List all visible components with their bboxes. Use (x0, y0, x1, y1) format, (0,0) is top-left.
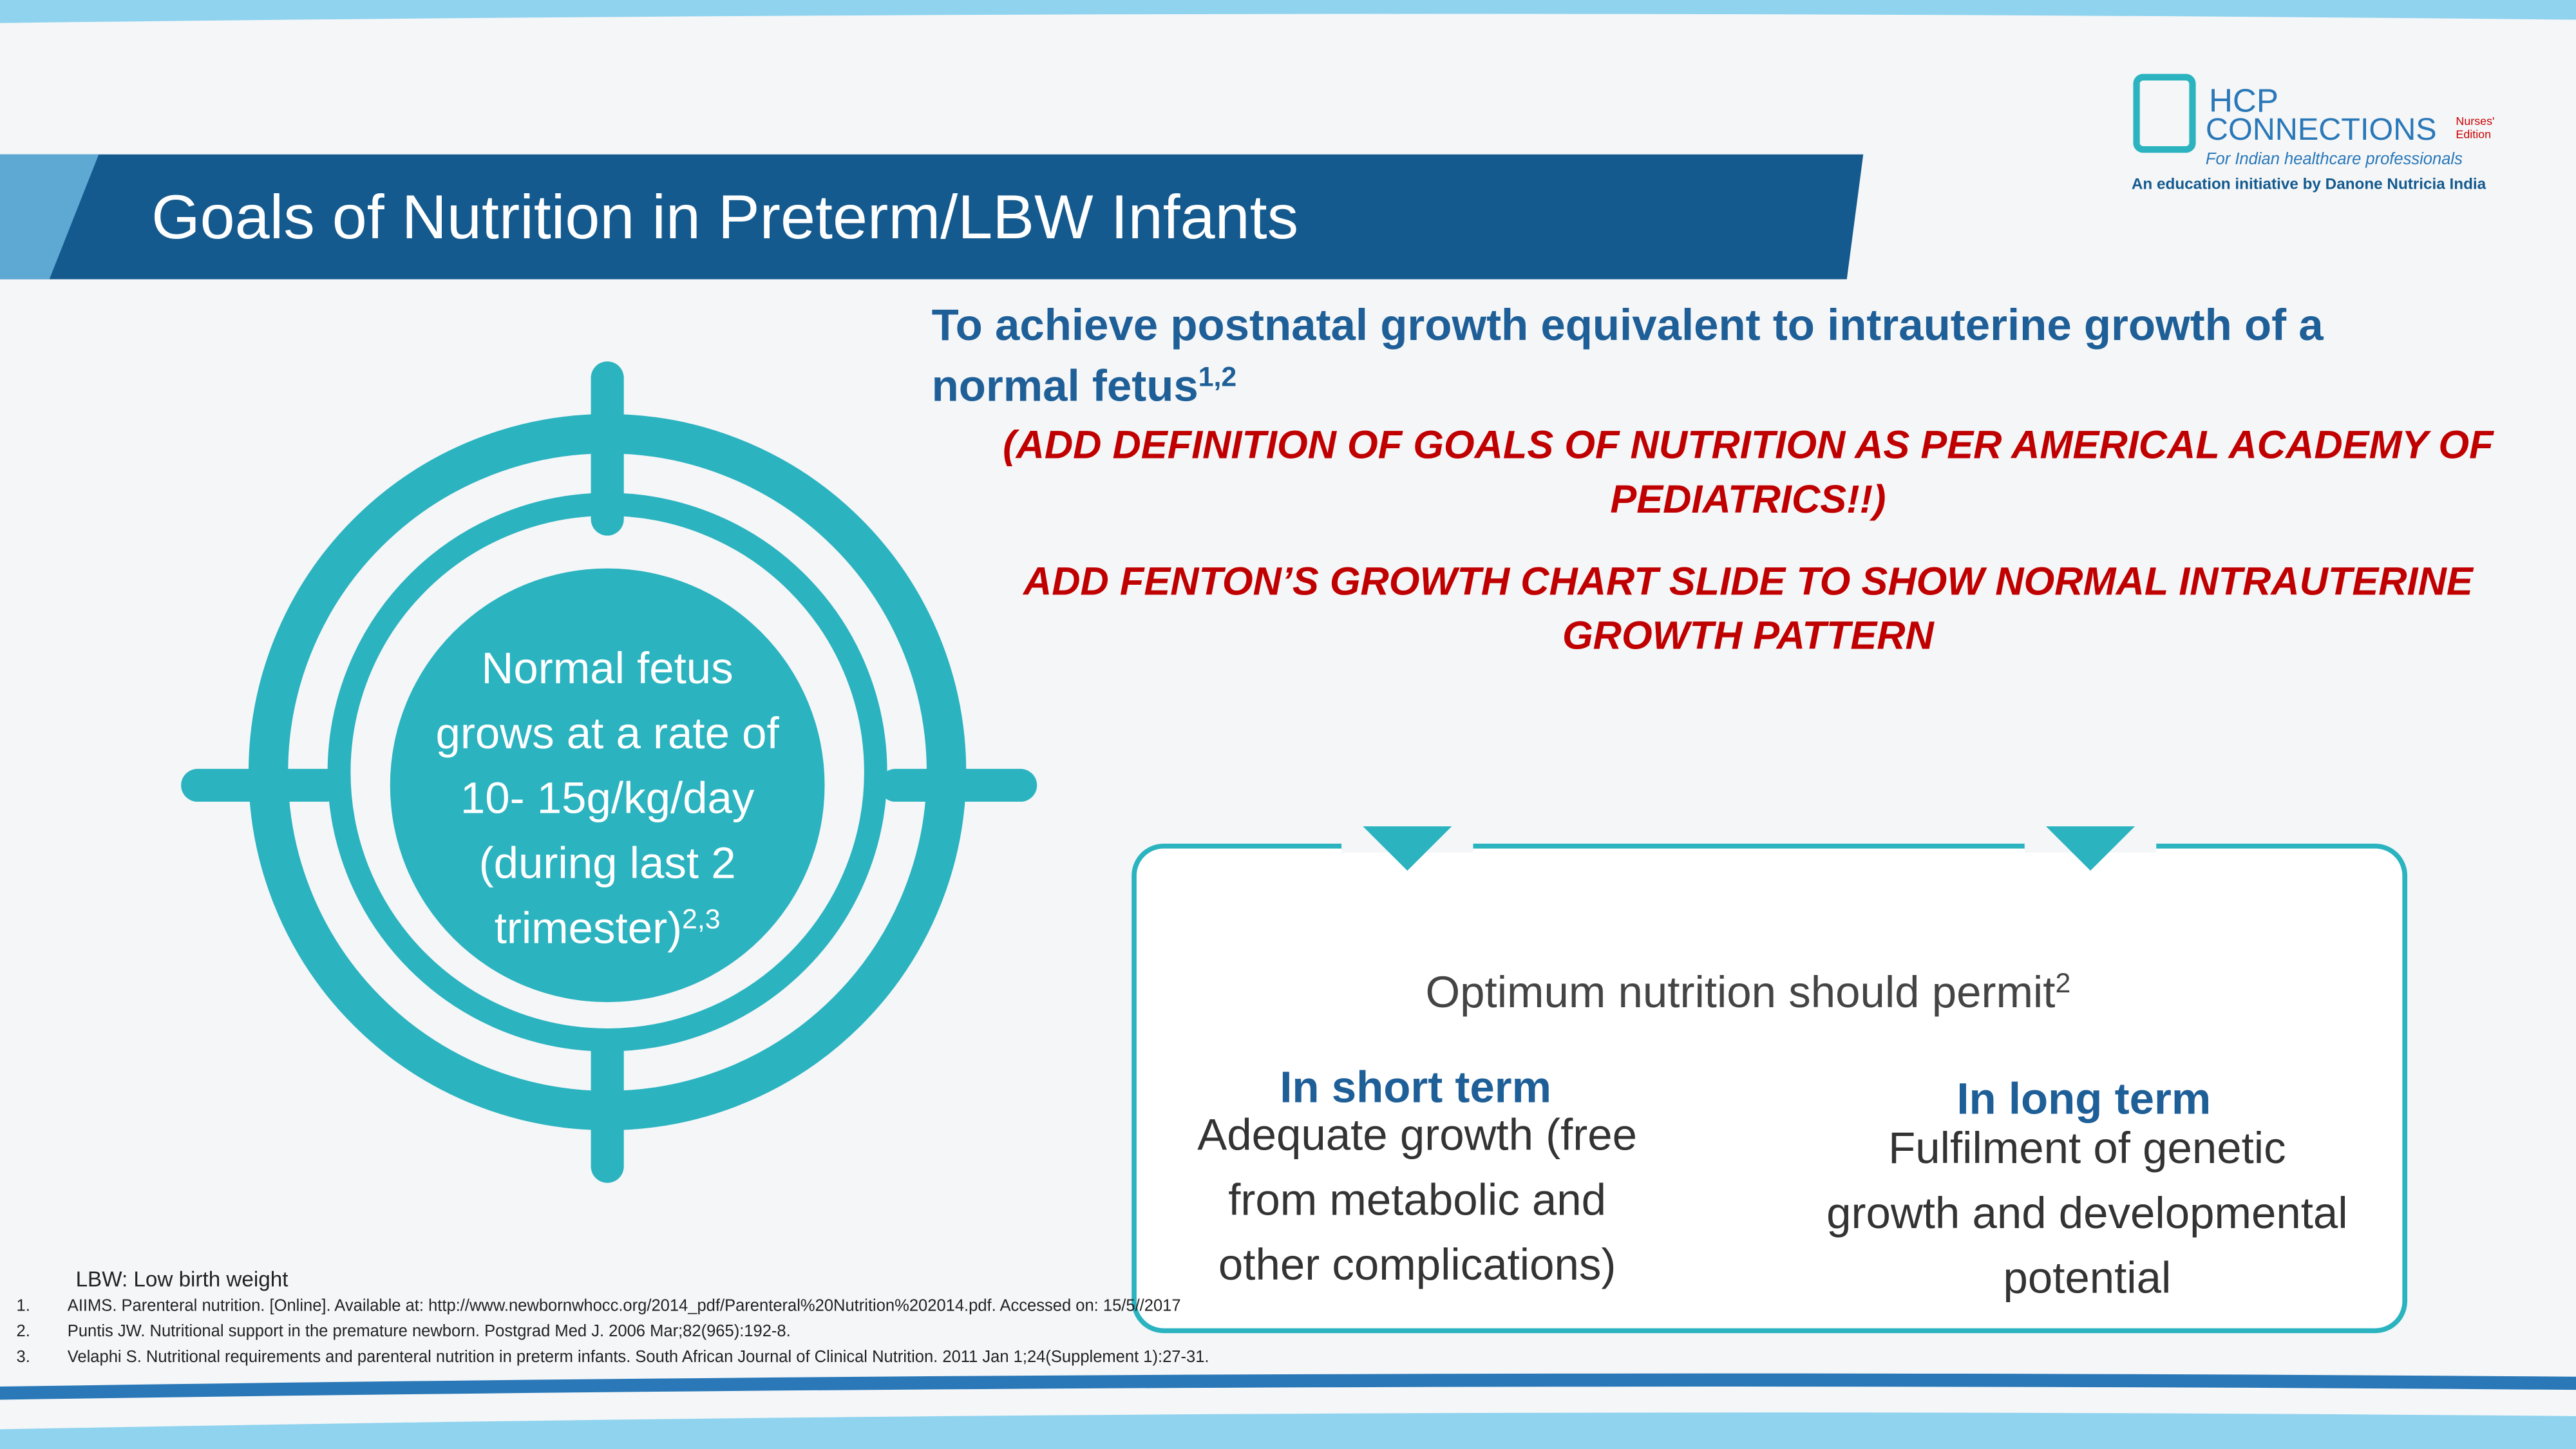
target-text: Normal fetus grows at a rate of 10- 15g/kg… (436, 643, 780, 952)
target-line: grows at a rate of (436, 708, 780, 758)
target-line: 10- 15g/kg/day (460, 773, 755, 823)
box-text: Optimum nutrition should permit2 In short… (1197, 967, 2347, 1303)
goal-line: normal fetus1,2 (932, 361, 1237, 411)
goal: To achieve postnatal growth equivalent t… (932, 300, 2324, 410)
note-line: ADD FENTON’S GROWTH CHART SLIDE TO SHOW … (1022, 560, 2474, 603)
target-line: (during last 2 (479, 838, 736, 888)
term-line: Adequate growth (free (1197, 1110, 1637, 1160)
target-line: Normal fetus (482, 643, 734, 693)
reference-text: Puntis JW. Nutritional support in the pr… (68, 1322, 791, 1340)
goal-line: To achieve postnatal growth equivalent t… (932, 300, 2324, 350)
slide-title: Goals of Nutrition in Preterm/LBW Infant… (151, 182, 1298, 252)
permit-box (1132, 826, 2408, 1334)
reference-number: 2. (17, 1322, 30, 1340)
box-notch (1363, 826, 1452, 871)
bottom-stripe (0, 1412, 2576, 1449)
target-graphic (181, 361, 1037, 1183)
note-line: (ADD DEFINITION OF GOALS OF NUTRITION AS… (1003, 423, 2494, 467)
logo-brand: HCP (2209, 82, 2278, 119)
target-line: trimester)2,3 (495, 903, 721, 952)
term-line: Fulfilment of genetic (1888, 1123, 2286, 1173)
target-line: trimester) (495, 903, 682, 952)
box-notch (2045, 826, 2136, 871)
note-line: ADD FENTON’S GROWTH CHART SLIDE TO SHOW … (1022, 560, 2474, 603)
note-line: GROWTH PATTERN (1562, 614, 1935, 658)
term-line: Fulfilment of genetic (1888, 1123, 2286, 1173)
notes: (ADD DEFINITION OF GOALS OF NUTRITION AS… (1003, 423, 2494, 658)
term-line: from metabolic and (1228, 1175, 1606, 1225)
term-title: In long term (1956, 1074, 2211, 1124)
logo-edition: Edition (2456, 128, 2491, 140)
term-line: growth and developmental (1826, 1188, 2347, 1238)
term-line: other complications) (1218, 1240, 1616, 1289)
reference-number: 3. (17, 1348, 30, 1366)
superscript: 2,3 (682, 904, 720, 934)
reference-number: 1. (17, 1297, 30, 1315)
term-title: In short term (1280, 1063, 1551, 1112)
reference-text: Velaphi S. Nutritional requirements and … (68, 1348, 1209, 1366)
term-line: potential (2003, 1253, 2171, 1303)
goal-line: normal fetus (932, 361, 1198, 411)
box-frame (1132, 843, 2408, 1334)
term-line: potential (2003, 1253, 2171, 1303)
term-line: other complications) (1218, 1240, 1616, 1289)
logo-edition: Nurses' (2456, 115, 2494, 128)
banner-accent (0, 154, 99, 279)
note-line: PEDIATRICS!!) (1610, 477, 1886, 521)
note-line: (ADD DEFINITION OF GOALS OF NUTRITION AS… (1003, 423, 2494, 467)
center-disc (390, 568, 825, 1003)
abbreviation: LBW: Low birth weight (76, 1267, 289, 1291)
logo-icon (2133, 73, 2196, 153)
superscript: 1,2 (1198, 362, 1236, 393)
term-line: from metabolic and (1228, 1175, 1606, 1225)
logo: HCP CONNECTIONS Nurses' Edition For Indi… (2132, 73, 2494, 193)
references: 1. AIIMS. Parenteral nutrition. [Online].… (17, 1297, 1209, 1366)
top-stripe (0, 0, 2576, 23)
box-heading: Optimum nutrition should permit (1425, 967, 2055, 1017)
term-line: Adequate growth (free (1197, 1110, 1637, 1160)
bottom-line (0, 1373, 2576, 1400)
box-heading: Optimum nutrition should permit2 (1425, 967, 2070, 1017)
logo-tagline: For Indian healthcare professionals (2206, 150, 2463, 168)
logo-brand: CONNECTIONS (2206, 112, 2437, 147)
target-line: (during last 2 (479, 838, 736, 888)
superscript: 2 (2055, 968, 2070, 999)
title-banner (0, 154, 1864, 279)
note-line: PEDIATRICS!!) (1610, 477, 1886, 521)
term-line: growth and developmental (1826, 1188, 2347, 1238)
target-line: Normal fetus (482, 643, 734, 693)
target-line: grows at a rate of (436, 708, 780, 758)
logo-initiative: An education initiative by Danone Nutric… (2132, 175, 2486, 193)
target-line: 10- 15g/kg/day (460, 773, 755, 823)
goal-line: To achieve postnatal growth equivalent t… (932, 300, 2324, 350)
reference-text: AIIMS. Parenteral nutrition. [Online]. A… (68, 1297, 1181, 1315)
note-line: GROWTH PATTERN (1562, 614, 1935, 658)
